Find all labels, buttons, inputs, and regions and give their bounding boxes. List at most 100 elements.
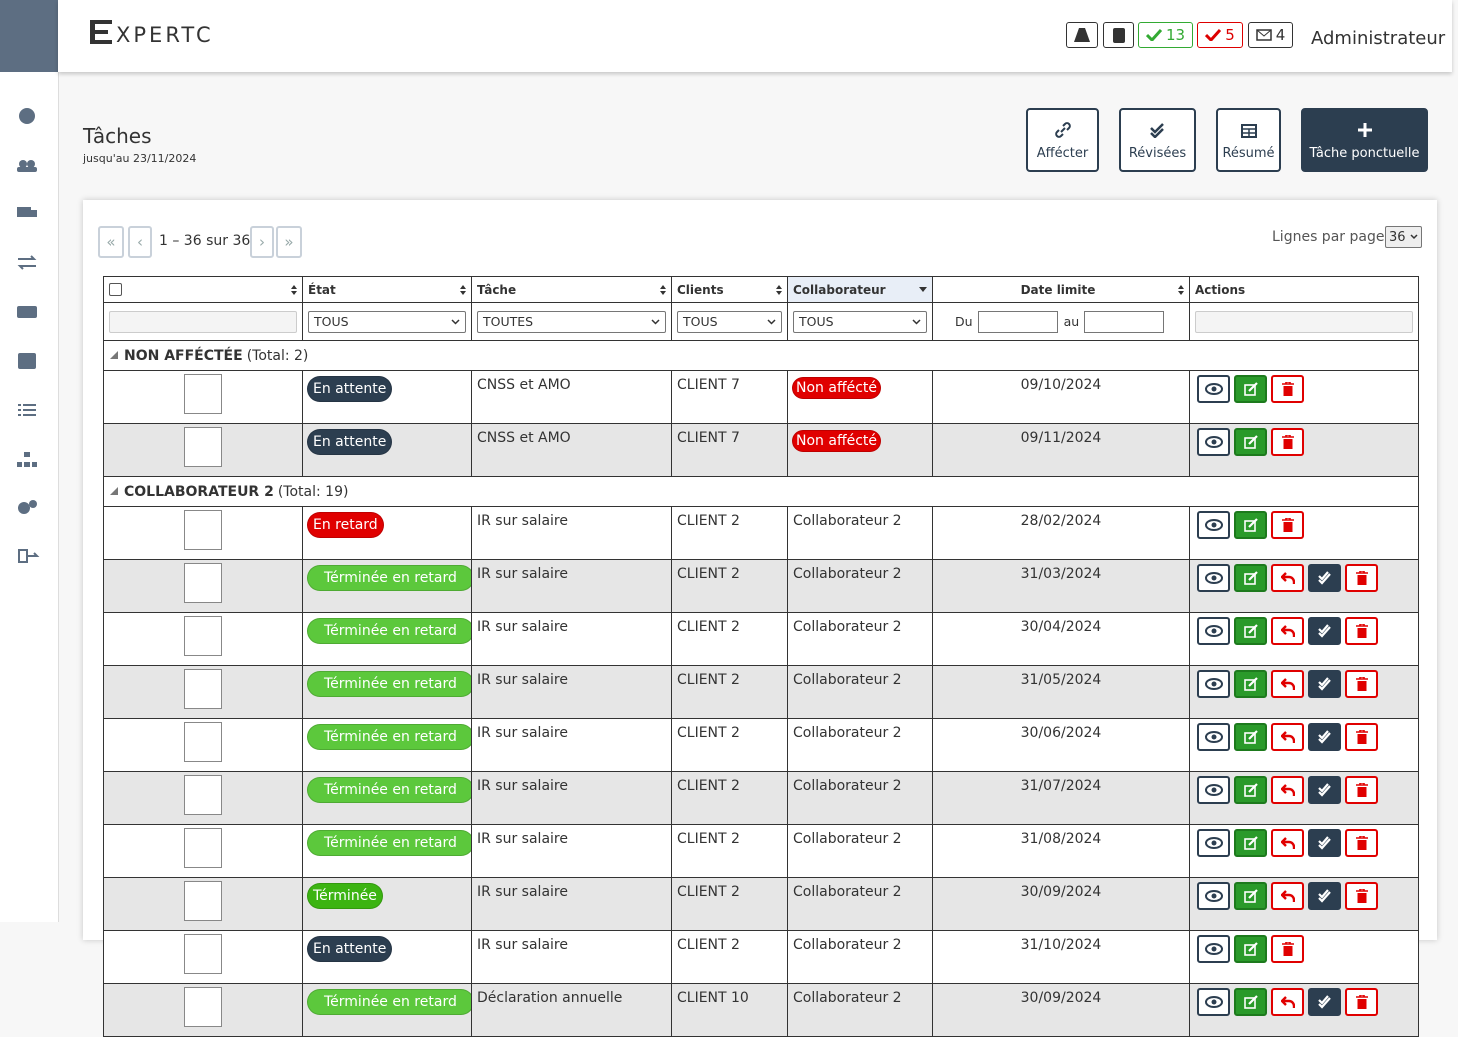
action-view[interactable]: [1197, 829, 1230, 857]
action-view[interactable]: [1197, 428, 1230, 456]
filter-input[interactable]: [1195, 310, 1413, 333]
pager-last[interactable]: »: [276, 226, 302, 258]
action-del[interactable]: [1345, 988, 1378, 1016]
action-view[interactable]: [1197, 564, 1230, 592]
action-del[interactable]: [1345, 670, 1378, 698]
toolbar-button[interactable]: Révisées: [1119, 108, 1196, 172]
badge[interactable]: 13: [1138, 22, 1193, 48]
row-checkbox[interactable]: [184, 828, 222, 868]
action-check[interactable]: [1308, 776, 1341, 804]
action-view[interactable]: [1197, 375, 1230, 403]
action-view[interactable]: [1197, 617, 1230, 645]
action-del[interactable]: [1271, 935, 1304, 963]
date-from-input[interactable]: [977, 310, 1058, 333]
action-edit[interactable]: [1234, 882, 1267, 910]
sidebar-icons[interactable]: [0, 100, 58, 580]
row-checkbox[interactable]: [184, 722, 222, 762]
action-view[interactable]: [1197, 935, 1230, 963]
action-del[interactable]: [1345, 723, 1378, 751]
column-header[interactable]: Tâche: [471, 276, 672, 303]
action-edit[interactable]: [1234, 935, 1267, 963]
select-all-checkbox[interactable]: [109, 283, 122, 296]
action-revert[interactable]: [1271, 776, 1304, 804]
action-edit[interactable]: [1234, 617, 1267, 645]
action-del[interactable]: [1345, 617, 1378, 645]
pager-first[interactable]: «: [98, 226, 124, 258]
action-edit[interactable]: [1234, 829, 1267, 857]
action-revert[interactable]: [1271, 829, 1304, 857]
date-to-input[interactable]: [1084, 310, 1165, 333]
state-cell: Términée: [302, 877, 472, 931]
action-del[interactable]: [1345, 776, 1378, 804]
action-del[interactable]: [1271, 511, 1304, 539]
action-del[interactable]: [1345, 829, 1378, 857]
filter-select[interactable]: TOUS: [677, 310, 782, 333]
action-check[interactable]: [1308, 617, 1341, 645]
group-cell[interactable]: NON AFFÉCTÉE (Total: 2): [103, 340, 1419, 371]
filter-select[interactable]: TOUS: [793, 310, 927, 333]
row-checkbox[interactable]: [184, 427, 222, 467]
action-view[interactable]: [1197, 670, 1230, 698]
action-view[interactable]: [1197, 988, 1230, 1016]
badge-icon[interactable]: [1066, 22, 1098, 48]
action-revert[interactable]: [1271, 988, 1304, 1016]
action-edit[interactable]: [1234, 375, 1267, 403]
toolbar-button[interactable]: Affécter: [1026, 108, 1099, 172]
filter-select[interactable]: TOUTES: [477, 310, 666, 333]
action-edit[interactable]: [1234, 670, 1267, 698]
action-check[interactable]: [1308, 670, 1341, 698]
action-del[interactable]: [1271, 375, 1304, 403]
column-header[interactable]: Date limite: [932, 276, 1190, 303]
action-revert[interactable]: [1271, 617, 1304, 645]
row-checkbox[interactable]: [184, 563, 222, 603]
action-view[interactable]: [1197, 723, 1230, 751]
action-del[interactable]: [1345, 882, 1378, 910]
badge[interactable]: 4: [1248, 22, 1293, 48]
select-all-header[interactable]: [103, 276, 303, 303]
filter-select[interactable]: TOUS: [308, 310, 466, 333]
row-checkbox[interactable]: [184, 374, 222, 414]
badge-icon[interactable]: [1103, 22, 1134, 48]
action-revert[interactable]: [1271, 670, 1304, 698]
badge[interactable]: 5: [1197, 22, 1243, 48]
row-checkbox[interactable]: [184, 987, 222, 1027]
action-check[interactable]: [1308, 564, 1341, 592]
action-check[interactable]: [1308, 882, 1341, 910]
column-header[interactable]: État: [302, 276, 472, 303]
pager-prev[interactable]: ‹: [128, 226, 152, 258]
column-header[interactable]: Collaborateur: [787, 276, 933, 303]
action-view[interactable]: [1197, 776, 1230, 804]
action-del[interactable]: [1271, 428, 1304, 456]
rows-select[interactable]: 36: [1385, 226, 1422, 248]
group-cell[interactable]: COLLABORATEUR 2 (Total: 19): [103, 476, 1419, 507]
action-edit[interactable]: [1234, 988, 1267, 1016]
action-check[interactable]: [1308, 829, 1341, 857]
action-revert[interactable]: [1271, 723, 1304, 751]
row-checkbox[interactable]: [184, 881, 222, 921]
toolbar-button[interactable]: Résumé: [1216, 108, 1281, 172]
action-del[interactable]: [1345, 564, 1378, 592]
row-checkbox[interactable]: [184, 616, 222, 656]
pager-next[interactable]: ›: [250, 226, 274, 258]
action-edit[interactable]: [1234, 564, 1267, 592]
action-edit[interactable]: [1234, 723, 1267, 751]
user-name[interactable]: Administrateur: [1311, 28, 1446, 49]
column-header[interactable]: Clients: [671, 276, 788, 303]
action-view[interactable]: [1197, 511, 1230, 539]
toolbar-button[interactable]: Tâche ponctuelle: [1301, 108, 1428, 172]
action-edit[interactable]: [1234, 511, 1267, 539]
action-check[interactable]: [1308, 723, 1341, 751]
row-checkbox[interactable]: [184, 934, 222, 974]
action-revert[interactable]: [1271, 564, 1304, 592]
action-view[interactable]: [1197, 882, 1230, 910]
filter-input[interactable]: [109, 310, 297, 333]
action-edit[interactable]: [1234, 776, 1267, 804]
action-check[interactable]: [1308, 988, 1341, 1016]
row-checkbox[interactable]: [184, 669, 222, 709]
column-header[interactable]: Actions: [1189, 276, 1419, 303]
action-edit[interactable]: [1234, 428, 1267, 456]
row-checkbox[interactable]: [184, 775, 222, 815]
task-row: Términée en retard IR sur salaire CLIENT 2…: [103, 771, 1419, 825]
action-revert[interactable]: [1271, 882, 1304, 910]
row-checkbox[interactable]: [184, 510, 222, 550]
